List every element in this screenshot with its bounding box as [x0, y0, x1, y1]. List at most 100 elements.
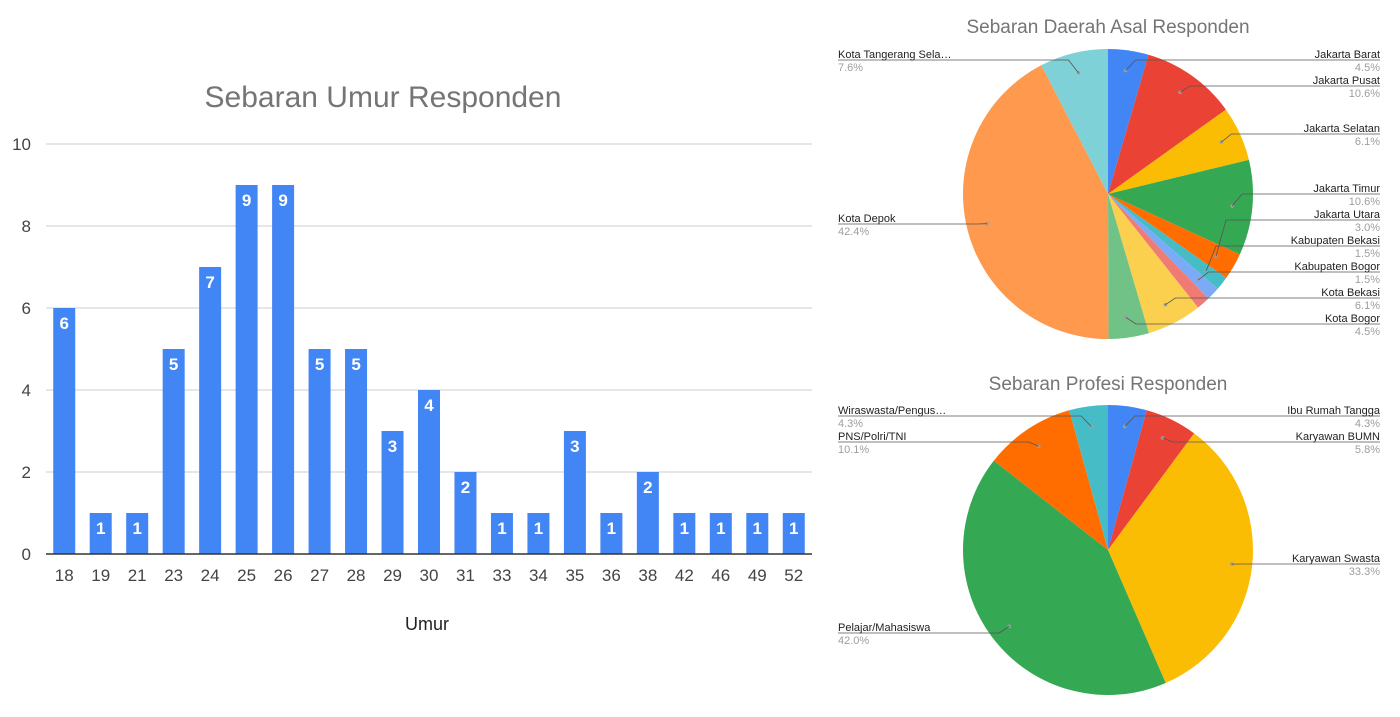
bar [600, 513, 623, 554]
x-tick-label: 19 [91, 566, 110, 585]
region-pie-chart: Sebaran Daerah Asal Responden Jakarta Ba… [838, 17, 1381, 340]
bar [673, 513, 696, 554]
pie-slice-percent: 4.5% [1355, 62, 1380, 74]
pie-slice-percent: 10.1% [838, 444, 869, 456]
pie-label-dot [1160, 436, 1165, 440]
bar-value-label: 1 [789, 519, 798, 538]
pie-slice [962, 65, 1109, 340]
x-tick-label: 35 [565, 566, 584, 585]
bar-value-label: 1 [607, 519, 616, 538]
pie-slice-percent: 6.1% [1355, 136, 1380, 148]
pie-slice [963, 460, 1166, 696]
pie-slice-percent: 6.1% [1355, 300, 1380, 312]
bar [782, 513, 805, 554]
x-tick-label: 18 [55, 566, 74, 585]
bar-value-label: 2 [461, 478, 470, 497]
x-tick-label: 34 [529, 566, 548, 585]
profession-pie-chart: Sebaran Profesi Responden Ibu Rumah Tang… [838, 374, 1381, 696]
bar-value-label: 9 [242, 191, 251, 210]
pie-slice-label: Kota Bekasi [1321, 287, 1380, 299]
pie-slice [1108, 159, 1254, 255]
bar-value-label: 1 [497, 519, 506, 538]
bar [527, 513, 550, 554]
pie-leader-line [1205, 245, 1380, 272]
bar-value-label: 1 [534, 519, 543, 538]
bar [272, 185, 295, 554]
pie-slice [1108, 49, 1149, 194]
pie-slice [1108, 194, 1227, 289]
bar [345, 349, 368, 554]
x-tick-label: 46 [711, 566, 730, 585]
bar [418, 390, 440, 554]
pie-leader-line [838, 441, 1039, 447]
pie-slice [1108, 405, 1147, 550]
bar-chart-x-axis-title: Umur [405, 614, 449, 634]
pie-leader-line [1124, 415, 1380, 427]
bar-value-label: 6 [60, 314, 69, 333]
pie-slice-percent: 42.4% [838, 226, 869, 238]
pie-slice [1108, 194, 1240, 279]
pie-slice-label: Jakarta Utara [1314, 209, 1381, 221]
bar-value-label: 5 [315, 355, 324, 374]
pie-label-dot [1036, 444, 1041, 449]
pie-slice-percent: 4.3% [838, 418, 863, 430]
x-tick-label: 27 [310, 566, 329, 585]
pie-slice [1108, 433, 1254, 684]
bar-chart-y-ticks: 0 2 4 6 8 10 [12, 135, 31, 564]
bar [235, 185, 258, 554]
bar-value-label: 5 [351, 355, 360, 374]
bar-chart-x-ticks: 18 19 21 23 24 25 26 27 28 29 30 31 33 34 35 36 38 42 46 49… [55, 566, 803, 585]
y-tick-label: 0 [22, 545, 31, 564]
pie-slice-label: Kota Bogor [1325, 313, 1380, 325]
x-tick-label: 21 [128, 566, 147, 585]
pie-leader-line [838, 415, 1092, 427]
bar-value-label: 3 [570, 437, 579, 456]
bar-value-label: 1 [96, 519, 105, 538]
pie-slice-label: Pelajar/Mahasiswa [838, 622, 931, 634]
pie-slice [1069, 405, 1108, 550]
x-tick-label: 30 [420, 566, 439, 585]
bar-value-label: 9 [278, 191, 287, 210]
x-tick-label: 33 [492, 566, 511, 585]
bar-value-label: 4 [424, 396, 434, 415]
pie-slice-percent: 7.6% [838, 62, 863, 74]
profession-pie-slices [963, 405, 1254, 696]
y-tick-label: 2 [22, 463, 31, 482]
pie-slice-percent: 1.5% [1355, 274, 1380, 286]
pie-slice-percent: 42.0% [838, 635, 869, 647]
x-tick-label: 38 [638, 566, 657, 585]
x-tick-label: 31 [456, 566, 475, 585]
bar-value-label: 1 [753, 519, 762, 538]
x-tick-label: 26 [274, 566, 293, 585]
bar-value-label: 1 [716, 519, 725, 538]
bar [126, 513, 149, 554]
bar [53, 308, 76, 554]
x-tick-label: 36 [602, 566, 621, 585]
pie-slice [993, 410, 1108, 550]
x-tick-label: 23 [164, 566, 183, 585]
pie-slice-label: Jakarta Selatan [1304, 123, 1380, 135]
pie-leader-line [1125, 317, 1380, 325]
y-tick-label: 4 [22, 381, 31, 400]
bar [308, 349, 331, 554]
pie-slice-percent: 10.6% [1349, 88, 1380, 100]
bar-value-label: 3 [388, 437, 397, 456]
pie-slice [1108, 194, 1149, 339]
bar-value-label: 1 [680, 519, 689, 538]
y-tick-label: 10 [12, 135, 31, 154]
bar [162, 349, 185, 554]
bar [746, 513, 769, 554]
bar-value-label: 7 [205, 273, 214, 292]
pie-slice [1041, 49, 1108, 194]
x-tick-label: 24 [201, 566, 220, 585]
bar-chart-bars: 6 1 1 5 7 9 9 5 5 3 4 2 1 1 3 1 2 1 1 1 1 [53, 185, 805, 554]
x-tick-label: 49 [748, 566, 767, 585]
pie-slice-label: Kabupaten Bogor [1294, 261, 1380, 273]
bar-value-label: 1 [132, 519, 141, 538]
pie-slice-label: Ibu Rumah Tangga [1287, 405, 1381, 417]
bar-chart-title: Sebaran Umur Responden [205, 81, 562, 114]
x-tick-label: 28 [347, 566, 366, 585]
bar [636, 472, 659, 554]
bar [199, 267, 222, 554]
